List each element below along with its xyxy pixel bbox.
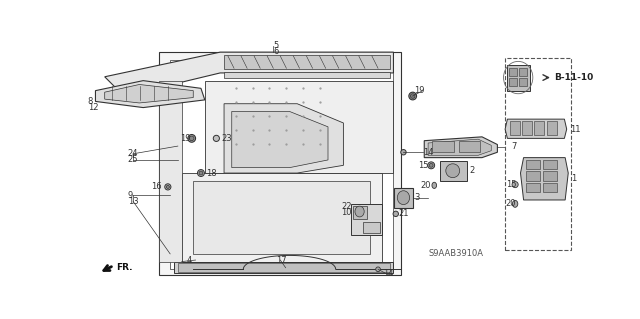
Bar [526,172,540,181]
Ellipse shape [397,191,410,204]
Ellipse shape [429,163,433,167]
Text: 15: 15 [418,161,429,170]
Bar [505,57,572,250]
Polygon shape [428,139,492,155]
Polygon shape [159,81,182,262]
Text: 20: 20 [506,199,516,208]
Text: 19: 19 [180,134,191,143]
Polygon shape [520,158,568,200]
Text: S9AAB3910A: S9AAB3910A [428,249,483,258]
Ellipse shape [428,162,435,169]
Text: 18: 18 [206,168,217,178]
Text: 17: 17 [276,256,286,264]
Ellipse shape [410,94,415,98]
Bar [519,68,527,76]
Text: 11: 11 [570,125,580,134]
Text: 10: 10 [341,208,351,217]
Ellipse shape [199,171,203,175]
Bar [509,122,520,135]
Text: FR.: FR. [116,263,132,272]
Text: 14: 14 [422,148,433,157]
Polygon shape [351,204,382,235]
Polygon shape [224,55,390,69]
Text: 16: 16 [151,182,161,191]
Ellipse shape [512,182,518,188]
Text: 5: 5 [273,41,278,50]
Polygon shape [394,189,413,208]
Text: 23: 23 [221,134,232,143]
Bar [459,141,481,152]
Bar [432,141,454,152]
Text: B-11-10: B-11-10 [554,73,594,82]
Text: 25: 25 [128,155,138,164]
Ellipse shape [409,92,417,100]
Ellipse shape [213,135,220,141]
Ellipse shape [446,164,460,178]
Text: 3: 3 [414,193,420,202]
Polygon shape [224,104,344,173]
Polygon shape [170,60,394,269]
Ellipse shape [513,200,518,207]
Polygon shape [159,52,401,275]
Polygon shape [224,72,390,78]
Polygon shape [205,81,394,173]
Ellipse shape [393,211,399,217]
Polygon shape [105,85,193,103]
Polygon shape [363,221,380,233]
Bar [526,183,540,192]
Polygon shape [182,173,382,262]
Text: 4: 4 [186,256,191,264]
Polygon shape [424,137,497,158]
Text: 6: 6 [273,47,278,56]
Ellipse shape [355,206,364,217]
Ellipse shape [166,185,170,189]
Text: 20: 20 [420,181,431,190]
Polygon shape [193,181,371,254]
Text: 22: 22 [341,202,351,211]
Polygon shape [105,52,394,96]
Text: 13: 13 [128,197,138,206]
Text: 12: 12 [88,103,99,112]
Bar [543,183,557,192]
Text: 24: 24 [128,149,138,158]
Text: 7: 7 [511,142,516,151]
Bar [509,68,517,76]
Bar [543,172,557,181]
Polygon shape [508,65,530,91]
Bar [534,122,545,135]
Ellipse shape [198,170,204,176]
Polygon shape [174,262,394,273]
Text: 15: 15 [506,180,516,189]
Ellipse shape [188,135,196,142]
Bar [519,78,527,86]
Polygon shape [178,263,390,271]
Text: 8: 8 [88,97,93,106]
Bar [547,122,557,135]
Bar [526,160,540,169]
Bar [509,78,517,86]
Ellipse shape [164,184,171,190]
Ellipse shape [376,267,380,271]
Polygon shape [440,161,467,181]
Text: 14: 14 [383,269,394,278]
Text: 1: 1 [572,174,577,183]
Bar [543,160,557,169]
Polygon shape [95,81,205,108]
Polygon shape [353,206,367,219]
Ellipse shape [432,182,436,189]
Polygon shape [505,119,566,138]
Ellipse shape [189,136,194,141]
Polygon shape [232,111,328,168]
Text: 2: 2 [469,166,474,175]
Text: 19: 19 [414,86,425,95]
Bar [522,122,532,135]
Text: 21: 21 [399,209,410,218]
Text: 9: 9 [128,191,133,200]
Ellipse shape [401,150,406,155]
